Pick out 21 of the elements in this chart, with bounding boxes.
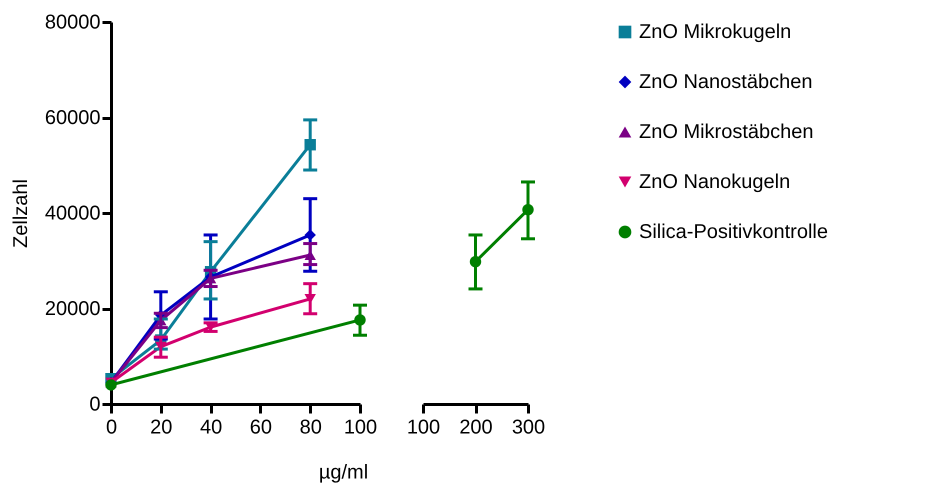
x-tick-label: 60 bbox=[250, 416, 272, 438]
legend-label: ZnO Mikrokugeln bbox=[639, 21, 792, 43]
x-tick-label: 100 bbox=[344, 416, 378, 438]
x-tick-label: 80 bbox=[300, 416, 322, 438]
legend-label: ZnO Nanostäbchen bbox=[639, 71, 812, 93]
y-tick-label: 60000 bbox=[44, 107, 100, 129]
x-tick-label: 40 bbox=[200, 416, 222, 438]
x-axis-title: µg/ml bbox=[318, 462, 368, 484]
x-tick-label: 100 bbox=[406, 416, 440, 438]
legend-label: ZnO Mikrostäbchen bbox=[639, 121, 814, 143]
x-tick-label: 0 bbox=[106, 416, 118, 438]
legend-label: ZnO Nanokugeln bbox=[639, 171, 790, 193]
x-tick-label: 200 bbox=[459, 416, 493, 438]
y-tick-label: 40000 bbox=[44, 202, 100, 224]
y-tick-label: 0 bbox=[89, 394, 100, 416]
x-tick-label: 300 bbox=[512, 416, 546, 438]
x-tick-label: 20 bbox=[150, 416, 172, 438]
y-axis-title: Zellzahl bbox=[10, 179, 32, 248]
legend-label: Silica-Positivkontrolle bbox=[639, 221, 828, 243]
y-tick-label: 20000 bbox=[44, 298, 100, 320]
y-tick-label: 80000 bbox=[44, 12, 100, 34]
